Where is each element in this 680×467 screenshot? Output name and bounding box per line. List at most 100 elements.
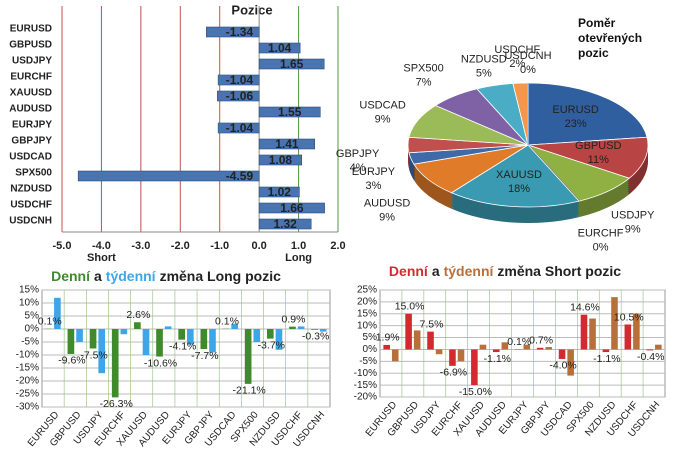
y-tick-label: USDJPY (12, 56, 52, 67)
chart-title: Denní a týdenní změna Short pozic (389, 263, 621, 279)
value-label: -21.1% (232, 385, 265, 397)
y-tick-label: -20% (16, 376, 39, 387)
bar (457, 349, 465, 362)
value-label: 0.9% (281, 313, 305, 325)
value-label: 1.9% (376, 332, 400, 344)
bar (602, 349, 610, 353)
bar (258, 186, 300, 198)
bar (164, 326, 172, 329)
y-tick-label: -20% (354, 392, 377, 403)
value-label: 0.1% (215, 316, 239, 328)
bar (580, 314, 588, 350)
value-label: -3.7% (258, 339, 285, 351)
long-label: Long (285, 252, 312, 264)
y-tick-label: -15% (16, 363, 39, 374)
bar (54, 297, 61, 329)
bar (536, 347, 544, 350)
bar (89, 329, 97, 349)
slice-value-label: 9% (375, 113, 391, 125)
value-label: -6.9% (440, 367, 467, 379)
x-tick-label: -2.0 (171, 240, 190, 252)
slice-value-label: 2% (509, 58, 525, 70)
bar (413, 330, 421, 350)
slice (527, 136, 649, 179)
bar (558, 349, 566, 359)
x-tick-label: -5.0 (53, 240, 72, 252)
bar (258, 106, 321, 118)
x-tick-label: -3.0 (131, 240, 150, 252)
bar (427, 331, 434, 350)
slice-name: USDCHF (494, 44, 540, 56)
bar (142, 329, 150, 355)
slice-name: XAUUSD (496, 169, 542, 181)
value-label: -15.0% (459, 386, 492, 398)
value-label: 14.6% (570, 302, 600, 314)
bar (258, 58, 325, 70)
bar (217, 74, 260, 86)
bar (76, 329, 83, 342)
y-tick-label: USDCNH (9, 216, 52, 227)
value-label: -0.3% (302, 331, 329, 343)
bar (209, 329, 216, 353)
slice-name: EURJPY (352, 166, 396, 178)
slice (527, 82, 648, 146)
bar (567, 349, 574, 376)
bar (391, 349, 399, 362)
y-tick-label: -10% (354, 368, 377, 379)
y-tick-label: 0% (363, 344, 378, 355)
slice-value-label: 23% (565, 118, 587, 130)
y-tick-label: -25% (16, 389, 39, 400)
bar (98, 329, 106, 374)
value-label: -4.0% (549, 360, 576, 372)
bar (111, 329, 119, 398)
slice-name: EURUSD (552, 104, 599, 116)
bar (258, 202, 325, 214)
value-label: 7.5% (420, 318, 444, 330)
bar (611, 297, 618, 350)
value-label: -4.59 (226, 169, 254, 183)
bar (624, 324, 632, 350)
bar (266, 329, 274, 339)
bar (493, 349, 500, 353)
y-tick-label: -5% (21, 337, 39, 348)
value-label: 0.7% (529, 335, 553, 347)
slice-value-label: 9% (625, 223, 641, 235)
value-label: -7.7% (191, 350, 218, 362)
x-tick-label: 0.0 (251, 240, 266, 252)
slice-value-label: 7% (416, 76, 432, 88)
bar (289, 326, 296, 329)
y-tick-label: 25% (357, 285, 377, 296)
value-label: 15.0% (395, 301, 425, 313)
y-tick-label: EURUSD (10, 24, 52, 35)
y-tick-label: GBPJPY (11, 136, 52, 147)
bar (501, 342, 509, 350)
y-tick-label: GBPUSD (9, 40, 52, 51)
y-tick-label: EURJPY (12, 120, 52, 131)
bar (206, 26, 260, 38)
value-label: 1.02 (268, 185, 292, 199)
y-tick-label: -5% (359, 356, 377, 367)
slice-name: GBPUSD (575, 140, 622, 152)
value-label: -10.6% (144, 357, 177, 369)
value-label: 1.66 (280, 201, 304, 215)
bar (77, 170, 260, 182)
y-tick-label: USDCHF (10, 200, 52, 211)
y-tick-label: 10% (19, 298, 39, 309)
bar (156, 329, 163, 357)
bar (200, 329, 208, 350)
value-label: -4.1% (169, 340, 196, 352)
slice-value-label: 3% (365, 180, 381, 192)
slice-value-label: 0% (520, 64, 536, 76)
slice-value-label: 11% (588, 154, 609, 166)
value-label: -9.6% (58, 355, 85, 367)
bar (253, 329, 261, 342)
bar (67, 329, 75, 354)
value-label: -26.3% (100, 398, 133, 410)
value-label: -1.06 (226, 89, 254, 103)
bar (187, 329, 194, 345)
bar (178, 329, 185, 340)
chart-title: Pozice (231, 2, 272, 17)
short-label: Short (87, 252, 116, 264)
value-label: -7.5% (80, 349, 107, 361)
value-label: -1.1% (593, 353, 620, 365)
